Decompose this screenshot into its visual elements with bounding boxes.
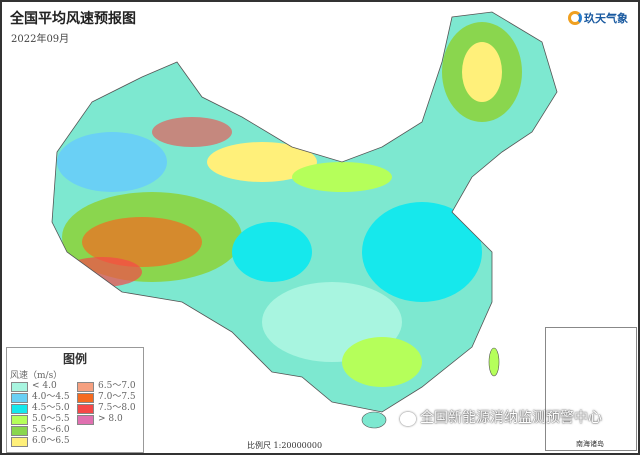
map-title: 全国平均风速预报图 (10, 11, 136, 27)
legend-item: 7.5～8.0 (77, 403, 136, 414)
legend-swatch (11, 403, 28, 414)
watermark-text: 全国新能源消纳监测预警中心 (420, 410, 602, 426)
legend-label: 4.5～5.0 (32, 403, 70, 413)
legend-label: 4.0～4.5 (32, 392, 70, 402)
legend-item: > 8.0 (77, 414, 123, 425)
legend-label: 6.5～7.0 (98, 381, 136, 391)
watermark: 全国新能源消纳监测预警中心 (400, 410, 602, 427)
legend-label: 6.0～6.5 (32, 436, 70, 446)
legend-item: 6.5～7.0 (77, 381, 136, 392)
logo-text: 玖天气象 (584, 12, 628, 25)
legend-swatch (11, 436, 28, 447)
scale-label: 比例尺 1:20000000 (247, 441, 323, 450)
china-border (51, 11, 558, 413)
legend-swatch (11, 392, 28, 403)
legend-item: 5.5～6.0 (11, 425, 70, 436)
legend-label: < 4.0 (32, 381, 57, 391)
logo-icon (568, 11, 582, 25)
wechat-icon (400, 411, 416, 426)
south-china-sea-inset: 南海诸岛 (545, 327, 637, 451)
legend-item: 6.0～6.5 (11, 436, 70, 447)
legend-label: 7.5～8.0 (98, 403, 136, 413)
legend-item: 7.0～7.5 (77, 392, 136, 403)
legend-swatch (77, 414, 94, 425)
taiwan-island (488, 347, 500, 377)
legend-item: 5.0～5.5 (11, 414, 70, 425)
legend-item: < 4.0 (11, 381, 57, 392)
inset-label: 南海诸岛 (576, 440, 604, 448)
hainan-island (361, 411, 387, 429)
legend: 图例 风速（m/s） < 4.0 4.0～4.5 4.5～5.0 5.0～5.5 5.5… (6, 347, 144, 453)
legend-swatch (77, 403, 94, 414)
legend-item: 4.0～4.5 (11, 392, 70, 403)
legend-swatch (77, 392, 94, 403)
legend-label: > 8.0 (98, 414, 123, 424)
legend-item: 4.5～5.0 (11, 403, 70, 414)
legend-label: 5.0～5.5 (32, 414, 70, 424)
logo: 玖天气象 (568, 10, 628, 26)
legend-swatch (11, 414, 28, 425)
legend-unit: 风速（m/s） (10, 371, 63, 381)
legend-swatch (11, 381, 28, 392)
legend-swatch (11, 425, 28, 436)
legend-title: 图例 (62, 352, 87, 366)
map-date: 2022年09月 (11, 34, 70, 45)
legend-swatch (77, 381, 94, 392)
legend-label: 5.5～6.0 (32, 425, 70, 435)
legend-label: 7.0～7.5 (98, 392, 136, 402)
